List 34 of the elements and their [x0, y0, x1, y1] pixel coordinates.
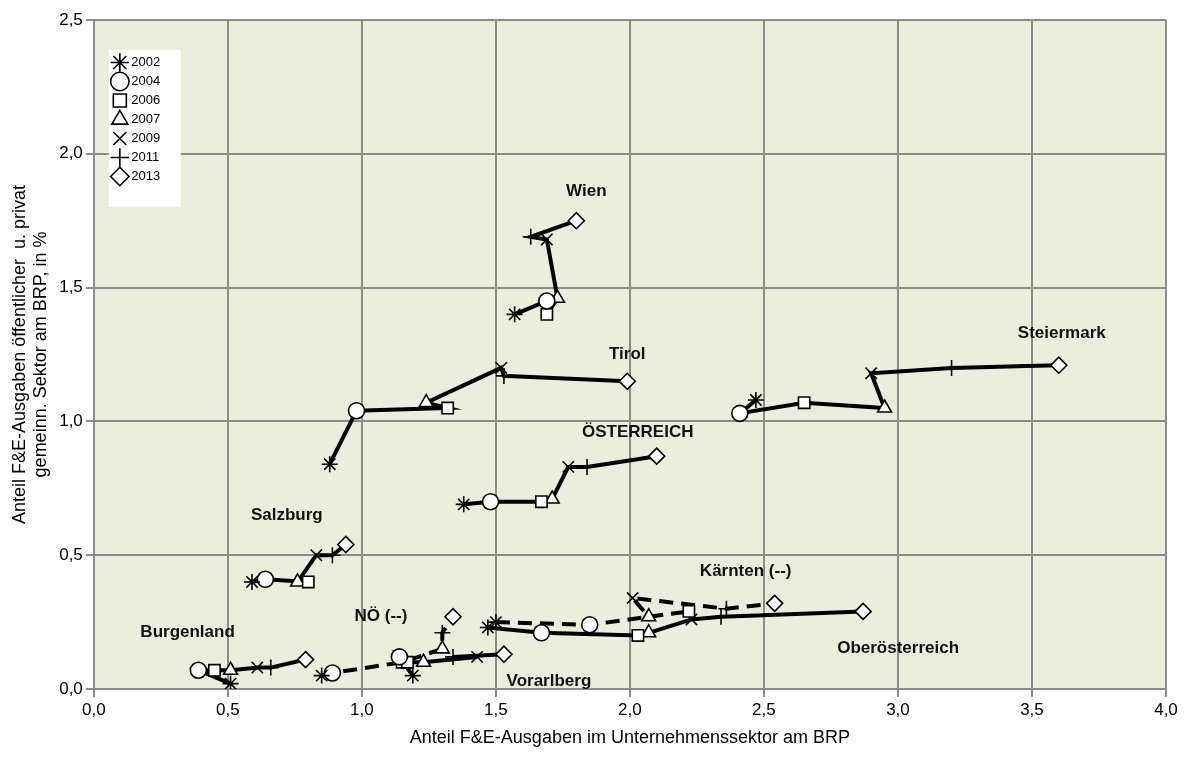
x-tick-label: 4,0: [1154, 699, 1178, 719]
x-tick-label: 1,0: [350, 699, 374, 719]
x-tick-label: 3,5: [1020, 699, 1044, 719]
y-tick-label: 1,5: [59, 277, 83, 297]
y-tick-label: 0,0: [59, 678, 83, 698]
y-tick-label: 1,0: [59, 411, 83, 431]
x-axis-title: Anteil F&E-Ausgaben im Unternehmenssektor am BRP: [409, 727, 851, 748]
legend-label: 2011: [131, 149, 160, 165]
x-tick-label: 2,0: [618, 699, 642, 719]
annotation: Wien: [566, 181, 607, 201]
annotation: Oberösterreich: [837, 638, 960, 658]
y-tick-label: 2,5: [59, 9, 83, 29]
y-axis-title: Anteil F&E-Ausgaben öffentlicher u. privat gemeinn. Sektor am BRP, in %: [8, 185, 51, 524]
y-tick-label: 0,5: [59, 544, 83, 564]
annotation: Kärnten (--): [699, 561, 792, 581]
annotation: Burgenland: [140, 622, 235, 642]
annotation: Tirol: [608, 343, 646, 363]
annotation: Steiermark: [1017, 322, 1107, 342]
legend-label: 2002: [131, 54, 161, 70]
x-tick-label: 2,5: [752, 699, 776, 719]
annotation: Vorarlberg: [506, 670, 592, 690]
annotation: ÖSTERREICH: [581, 421, 694, 441]
x-tick-label: 0,0: [82, 699, 106, 719]
y-tick-label: 2,0: [59, 143, 83, 163]
legend-label: 2009: [131, 130, 161, 146]
x-tick-label: 3,0: [886, 699, 910, 719]
x-tick-label: 1,5: [484, 699, 508, 719]
annotation: Salzburg: [250, 505, 323, 525]
legend-label: 2013: [131, 168, 161, 184]
legend-label: 2006: [131, 92, 161, 108]
legend-label: 2004: [131, 73, 161, 89]
legend-label: 2007: [131, 111, 161, 127]
x-tick-label: 0,5: [216, 699, 240, 719]
annotation: NÖ (--): [354, 606, 408, 626]
